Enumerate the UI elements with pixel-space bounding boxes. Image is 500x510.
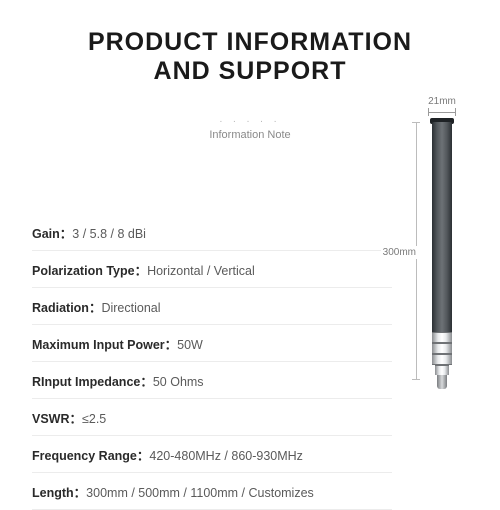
- spec-label: VSWR：: [32, 412, 82, 426]
- spec-row: VSWR：≤2.5: [32, 399, 392, 436]
- spec-label: Frequency Range：: [32, 449, 149, 463]
- width-dimension-rule: [428, 110, 456, 118]
- spec-row: RInput Impedance：50 Ohms: [32, 362, 392, 399]
- spec-row: Radiation：Directional: [32, 288, 392, 325]
- spec-value: Directional: [101, 301, 160, 315]
- antenna-connector: [432, 332, 452, 389]
- title-line-2: AND SUPPORT: [0, 57, 500, 86]
- spec-row: Maximum Input Power：50W: [32, 325, 392, 362]
- spec-value: Horizontal / Vertical: [147, 264, 255, 278]
- spec-label: Length：: [32, 486, 86, 500]
- spec-value: ≤2.5: [82, 412, 106, 426]
- antenna-body: [432, 122, 452, 332]
- spec-row: Frequency Range：420-480MHz / 860-930MHz: [32, 436, 392, 473]
- spec-row: Length：300mm / 500mm / 1100mm / Customiz…: [32, 473, 392, 510]
- spec-label: RInput Impedance：: [32, 375, 153, 389]
- width-dimension-label: 21mm: [402, 96, 482, 107]
- spec-label: Maximum Input Power：: [32, 338, 177, 352]
- spec-label: Polarization Type：: [32, 264, 147, 278]
- spec-value: 50W: [177, 338, 203, 352]
- spec-value: 3 / 5.8 / 8 dBi: [72, 227, 146, 241]
- antenna-diagram: 21mm 300mm: [402, 96, 482, 466]
- spec-value: 50 Ohms: [153, 375, 204, 389]
- spec-value: 300mm / 500mm / 1100mm / Customizes: [86, 486, 314, 500]
- spec-value: 420-480MHz / 860-930MHz: [149, 449, 303, 463]
- spec-row: Gain：3 / 5.8 / 8 dBi: [32, 214, 392, 251]
- spec-label: Radiation：: [32, 301, 101, 315]
- spec-label: Gain：: [32, 227, 72, 241]
- spec-row: Polarization Type：Horizontal / Vertical: [32, 251, 392, 288]
- spec-table: Gain：3 / 5.8 / 8 dBi Polarization Type：H…: [32, 214, 392, 510]
- height-dimension-label: 300mm: [381, 246, 418, 259]
- title-line-1: PRODUCT INFORMATION: [0, 28, 500, 57]
